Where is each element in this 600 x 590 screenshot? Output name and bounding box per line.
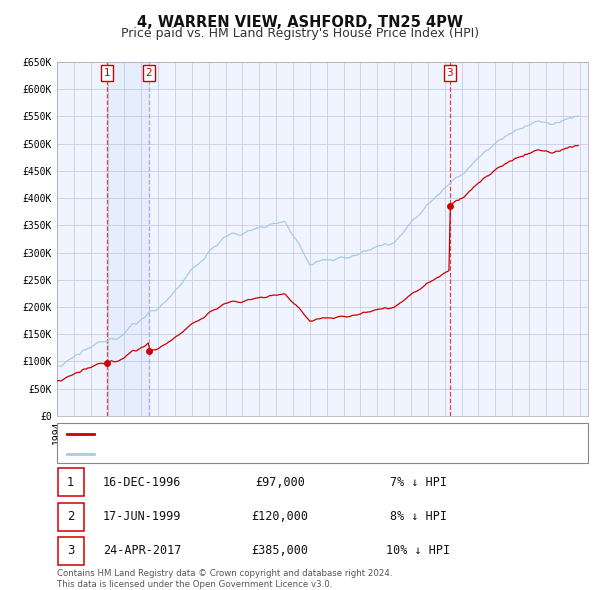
Text: 16-DEC-1996: 16-DEC-1996: [103, 476, 181, 489]
Text: HPI: Average price, detached house, Ashford: HPI: Average price, detached house, Ashf…: [98, 450, 347, 460]
Text: 4, WARREN VIEW, ASHFORD, TN25 4PW (detached house): 4, WARREN VIEW, ASHFORD, TN25 4PW (detac…: [98, 430, 422, 440]
Text: 1: 1: [104, 68, 110, 78]
Text: £385,000: £385,000: [251, 544, 308, 557]
Text: £120,000: £120,000: [251, 510, 308, 523]
FancyBboxPatch shape: [58, 503, 83, 530]
Text: Price paid vs. HM Land Registry's House Price Index (HPI): Price paid vs. HM Land Registry's House …: [121, 27, 479, 40]
Text: 8% ↓ HPI: 8% ↓ HPI: [389, 510, 446, 523]
Text: 24-APR-2017: 24-APR-2017: [103, 544, 181, 557]
Text: 3: 3: [67, 544, 74, 557]
Text: 2: 2: [146, 68, 152, 78]
Text: £97,000: £97,000: [255, 476, 305, 489]
Text: 7% ↓ HPI: 7% ↓ HPI: [389, 476, 446, 489]
FancyBboxPatch shape: [57, 423, 588, 463]
Text: 10% ↓ HPI: 10% ↓ HPI: [386, 544, 450, 557]
Text: 17-JUN-1999: 17-JUN-1999: [103, 510, 181, 523]
Bar: [107, 62, 149, 416]
Text: 2: 2: [67, 510, 74, 523]
Text: 4, WARREN VIEW, ASHFORD, TN25 4PW: 4, WARREN VIEW, ASHFORD, TN25 4PW: [137, 15, 463, 30]
FancyBboxPatch shape: [58, 468, 83, 496]
Text: 1: 1: [67, 476, 74, 489]
FancyBboxPatch shape: [58, 537, 83, 565]
Text: 3: 3: [446, 68, 453, 78]
Text: Contains HM Land Registry data © Crown copyright and database right 2024.
This d: Contains HM Land Registry data © Crown c…: [57, 569, 392, 589]
